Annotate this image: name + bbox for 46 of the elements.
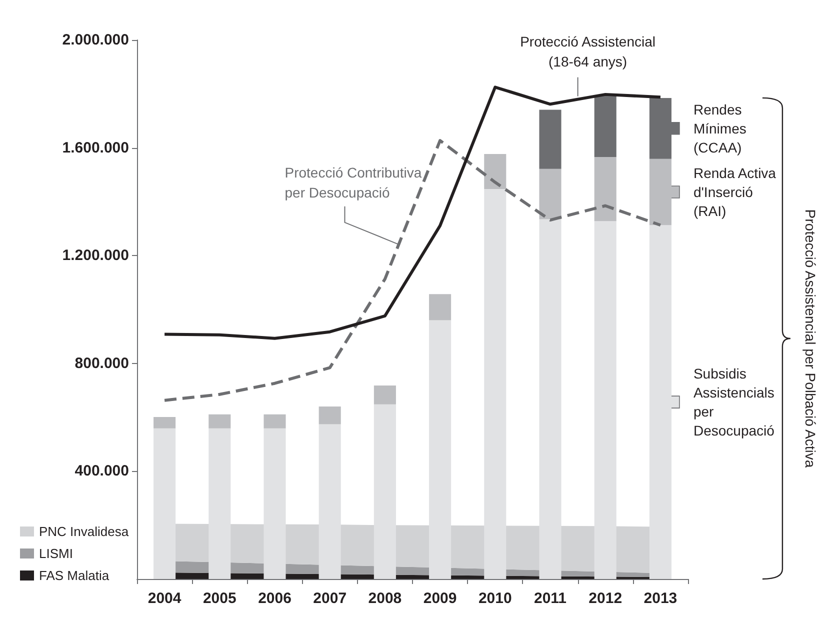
legend-label: Rendes Mínimes (CCAA) <box>693 101 750 156</box>
bar <box>484 189 506 579</box>
text: Protecció Assistencial per Polbació Activa <box>802 209 818 468</box>
bar <box>154 428 176 579</box>
bar <box>484 154 506 190</box>
bar <box>208 428 231 579</box>
bar <box>374 386 396 404</box>
y-tick-label: 1.200.000 <box>62 247 129 264</box>
bar <box>429 294 452 320</box>
x-tick-label: 2005 <box>202 590 236 607</box>
x-tick-label: 2013 <box>644 590 678 607</box>
bar <box>318 406 341 424</box>
line-series <box>163 86 662 340</box>
legend-label: FAS Malatia <box>39 568 110 583</box>
y-tick-label: 1.600.000 <box>62 139 129 156</box>
bar <box>318 424 341 579</box>
legend-label: LISMI <box>39 546 73 561</box>
bar <box>264 428 286 579</box>
bar <box>539 219 562 579</box>
x-tick-label: 2010 <box>478 590 512 607</box>
bar <box>594 96 616 157</box>
x-tick-label: 2009 <box>423 590 457 607</box>
bar <box>264 414 286 428</box>
legend-label: PNC Invalidesa <box>39 524 130 539</box>
series-label: Protecció Contributiva per Desocupació <box>284 164 422 200</box>
x-tick-label: 2007 <box>313 590 347 607</box>
legend-label: Subsidis Assistencials per Desocupació <box>693 366 778 439</box>
bar <box>594 156 616 222</box>
x-tick-label: 2011 <box>534 590 567 607</box>
y-tick-label: 400.000 <box>74 462 129 480</box>
bar <box>208 414 231 428</box>
bar <box>154 417 176 428</box>
y-tick-label: 800.000 <box>74 354 129 372</box>
y-tick-label: 2.000.000 <box>62 32 129 48</box>
bar <box>594 221 616 579</box>
bar <box>539 168 562 220</box>
x-tick-label: 2004 <box>148 590 182 607</box>
x-tick-label: 2008 <box>368 590 402 607</box>
x-tick-label: 2006 <box>258 590 292 607</box>
legend-label: Renda Activa d'Inserció (RAI) <box>693 165 780 219</box>
x-tick-label: 2012 <box>588 590 622 607</box>
bar <box>374 404 396 579</box>
bar <box>429 320 452 579</box>
bar <box>539 110 562 169</box>
series-label: Protecció Assistencial (18-64 anys) <box>520 33 656 70</box>
line-series <box>163 139 662 402</box>
